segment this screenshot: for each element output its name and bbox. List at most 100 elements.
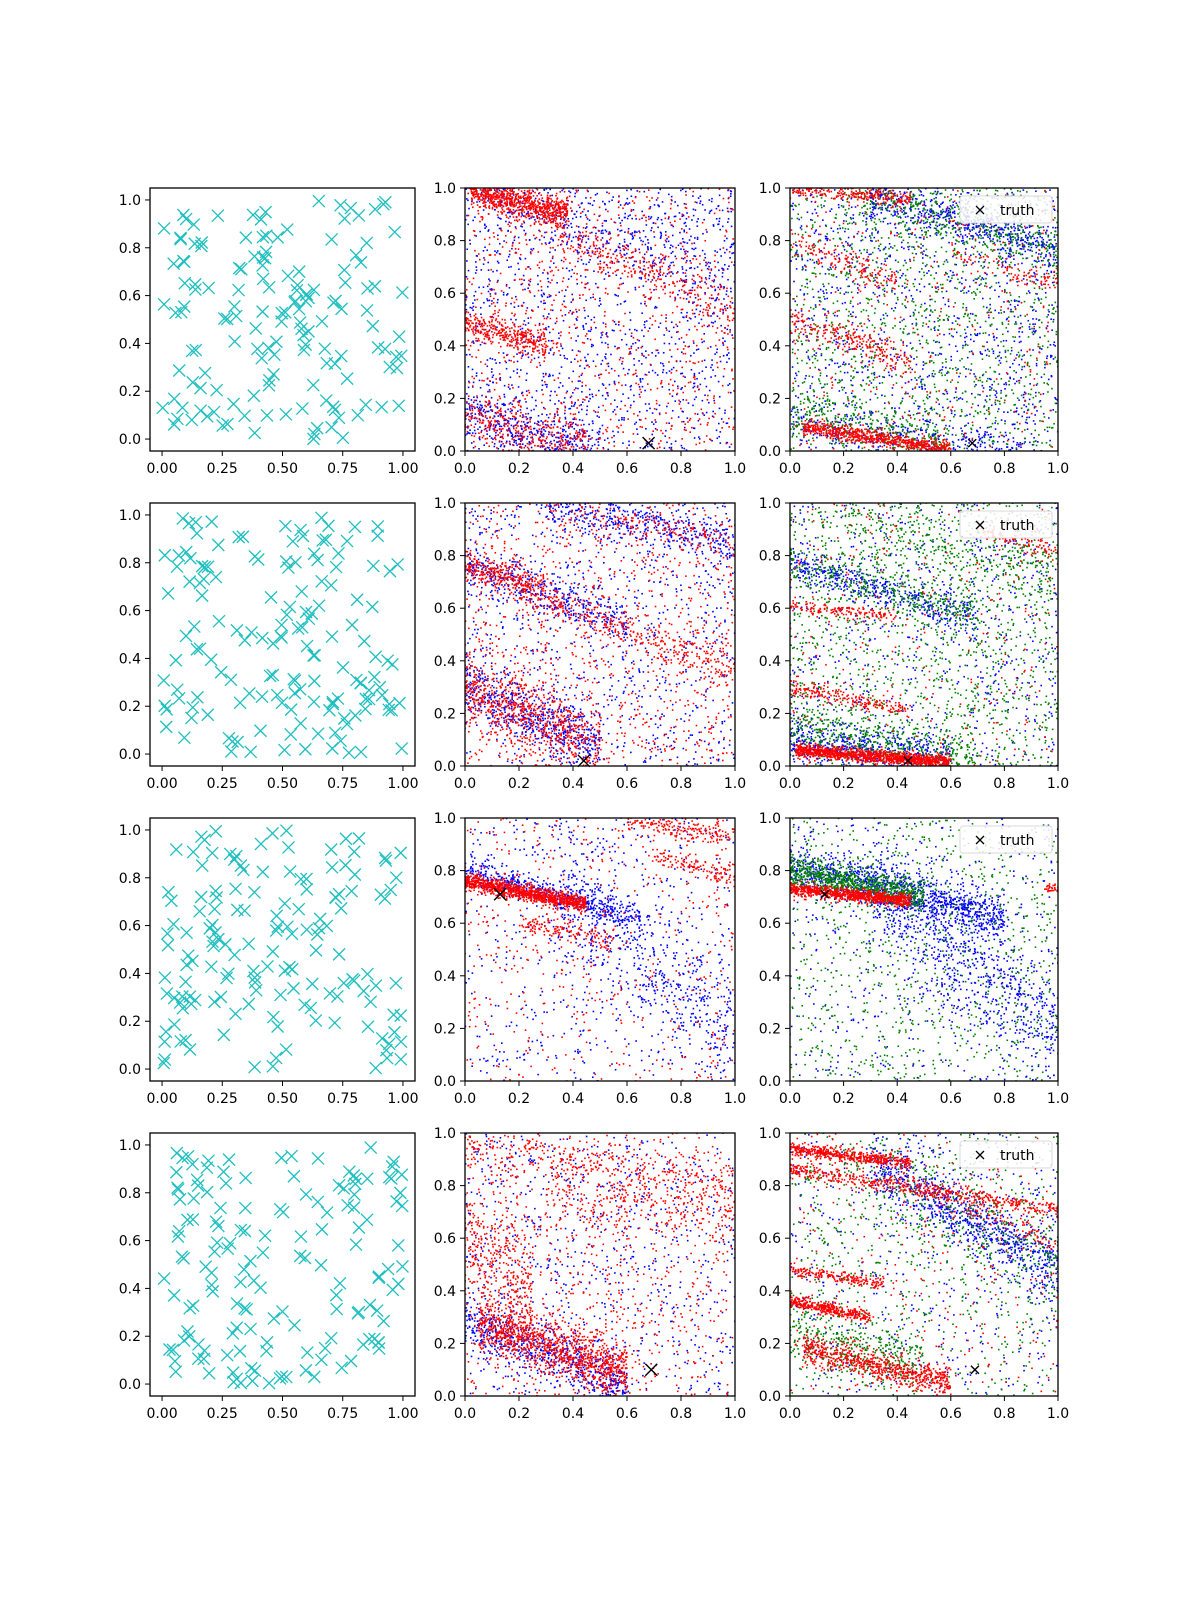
point — [549, 251, 551, 254]
point — [503, 445, 506, 448]
point — [503, 356, 505, 359]
point — [482, 197, 485, 200]
point — [514, 418, 517, 421]
point — [973, 189, 975, 192]
point — [634, 196, 637, 199]
point — [569, 433, 571, 435]
point — [522, 192, 525, 194]
point — [660, 218, 663, 221]
point — [490, 288, 493, 290]
point — [667, 268, 670, 271]
point — [624, 333, 627, 335]
point — [729, 195, 732, 198]
point — [494, 404, 496, 406]
point — [495, 429, 498, 432]
point — [621, 339, 623, 341]
point — [484, 192, 487, 195]
point — [878, 294, 881, 297]
point — [544, 328, 547, 331]
point — [651, 267, 654, 269]
point — [549, 266, 551, 269]
point — [656, 374, 659, 376]
point — [597, 271, 600, 273]
point — [618, 217, 621, 219]
point — [561, 232, 564, 235]
point — [484, 238, 486, 241]
point — [536, 429, 538, 432]
point — [575, 432, 577, 434]
point — [664, 239, 667, 242]
point — [520, 425, 523, 427]
point — [620, 229, 623, 232]
point — [518, 213, 521, 215]
point — [526, 199, 529, 202]
point — [701, 325, 704, 328]
marker-r0c0 — [176, 401, 189, 415]
point — [685, 298, 688, 300]
point — [533, 222, 536, 224]
point — [497, 197, 499, 200]
point — [548, 295, 551, 298]
point — [565, 447, 568, 450]
point — [471, 283, 473, 286]
point — [623, 245, 625, 248]
point — [562, 236, 564, 238]
point — [638, 339, 640, 342]
point — [481, 406, 484, 409]
point — [524, 197, 527, 199]
point — [585, 216, 588, 218]
point — [548, 431, 551, 434]
point — [1033, 406, 1036, 409]
point — [723, 298, 725, 300]
point — [719, 442, 722, 444]
point — [655, 399, 658, 402]
point — [681, 280, 684, 283]
point — [559, 211, 561, 214]
point — [634, 250, 637, 253]
point — [680, 388, 682, 390]
marker-r0c0 — [361, 281, 374, 295]
point — [478, 418, 481, 420]
point — [500, 444, 503, 446]
point — [705, 366, 707, 369]
point — [715, 429, 718, 432]
point — [619, 329, 622, 332]
point — [553, 423, 556, 426]
point — [616, 260, 618, 263]
point — [502, 328, 505, 331]
point — [589, 258, 591, 261]
point — [478, 379, 481, 382]
point — [688, 317, 691, 319]
point — [618, 195, 620, 197]
point — [665, 255, 667, 258]
point — [492, 313, 495, 316]
point — [628, 352, 631, 354]
point — [620, 256, 623, 259]
marker-r0c0 — [248, 426, 262, 440]
point — [684, 385, 686, 388]
point — [518, 351, 520, 354]
point — [471, 355, 473, 358]
point — [540, 442, 543, 445]
point — [563, 218, 565, 220]
point — [474, 290, 477, 293]
point — [670, 336, 673, 339]
point — [560, 200, 562, 203]
point — [560, 442, 563, 445]
point — [528, 443, 531, 446]
point — [1032, 333, 1035, 336]
point — [572, 236, 575, 239]
point — [639, 237, 641, 239]
point — [696, 238, 699, 241]
point — [517, 334, 519, 337]
point — [640, 239, 642, 242]
point — [674, 215, 677, 218]
point — [557, 414, 559, 416]
point — [553, 420, 555, 423]
point — [663, 256, 665, 259]
point — [612, 196, 614, 198]
point — [578, 309, 580, 311]
point — [692, 427, 695, 429]
point — [565, 220, 568, 222]
point — [641, 378, 644, 380]
